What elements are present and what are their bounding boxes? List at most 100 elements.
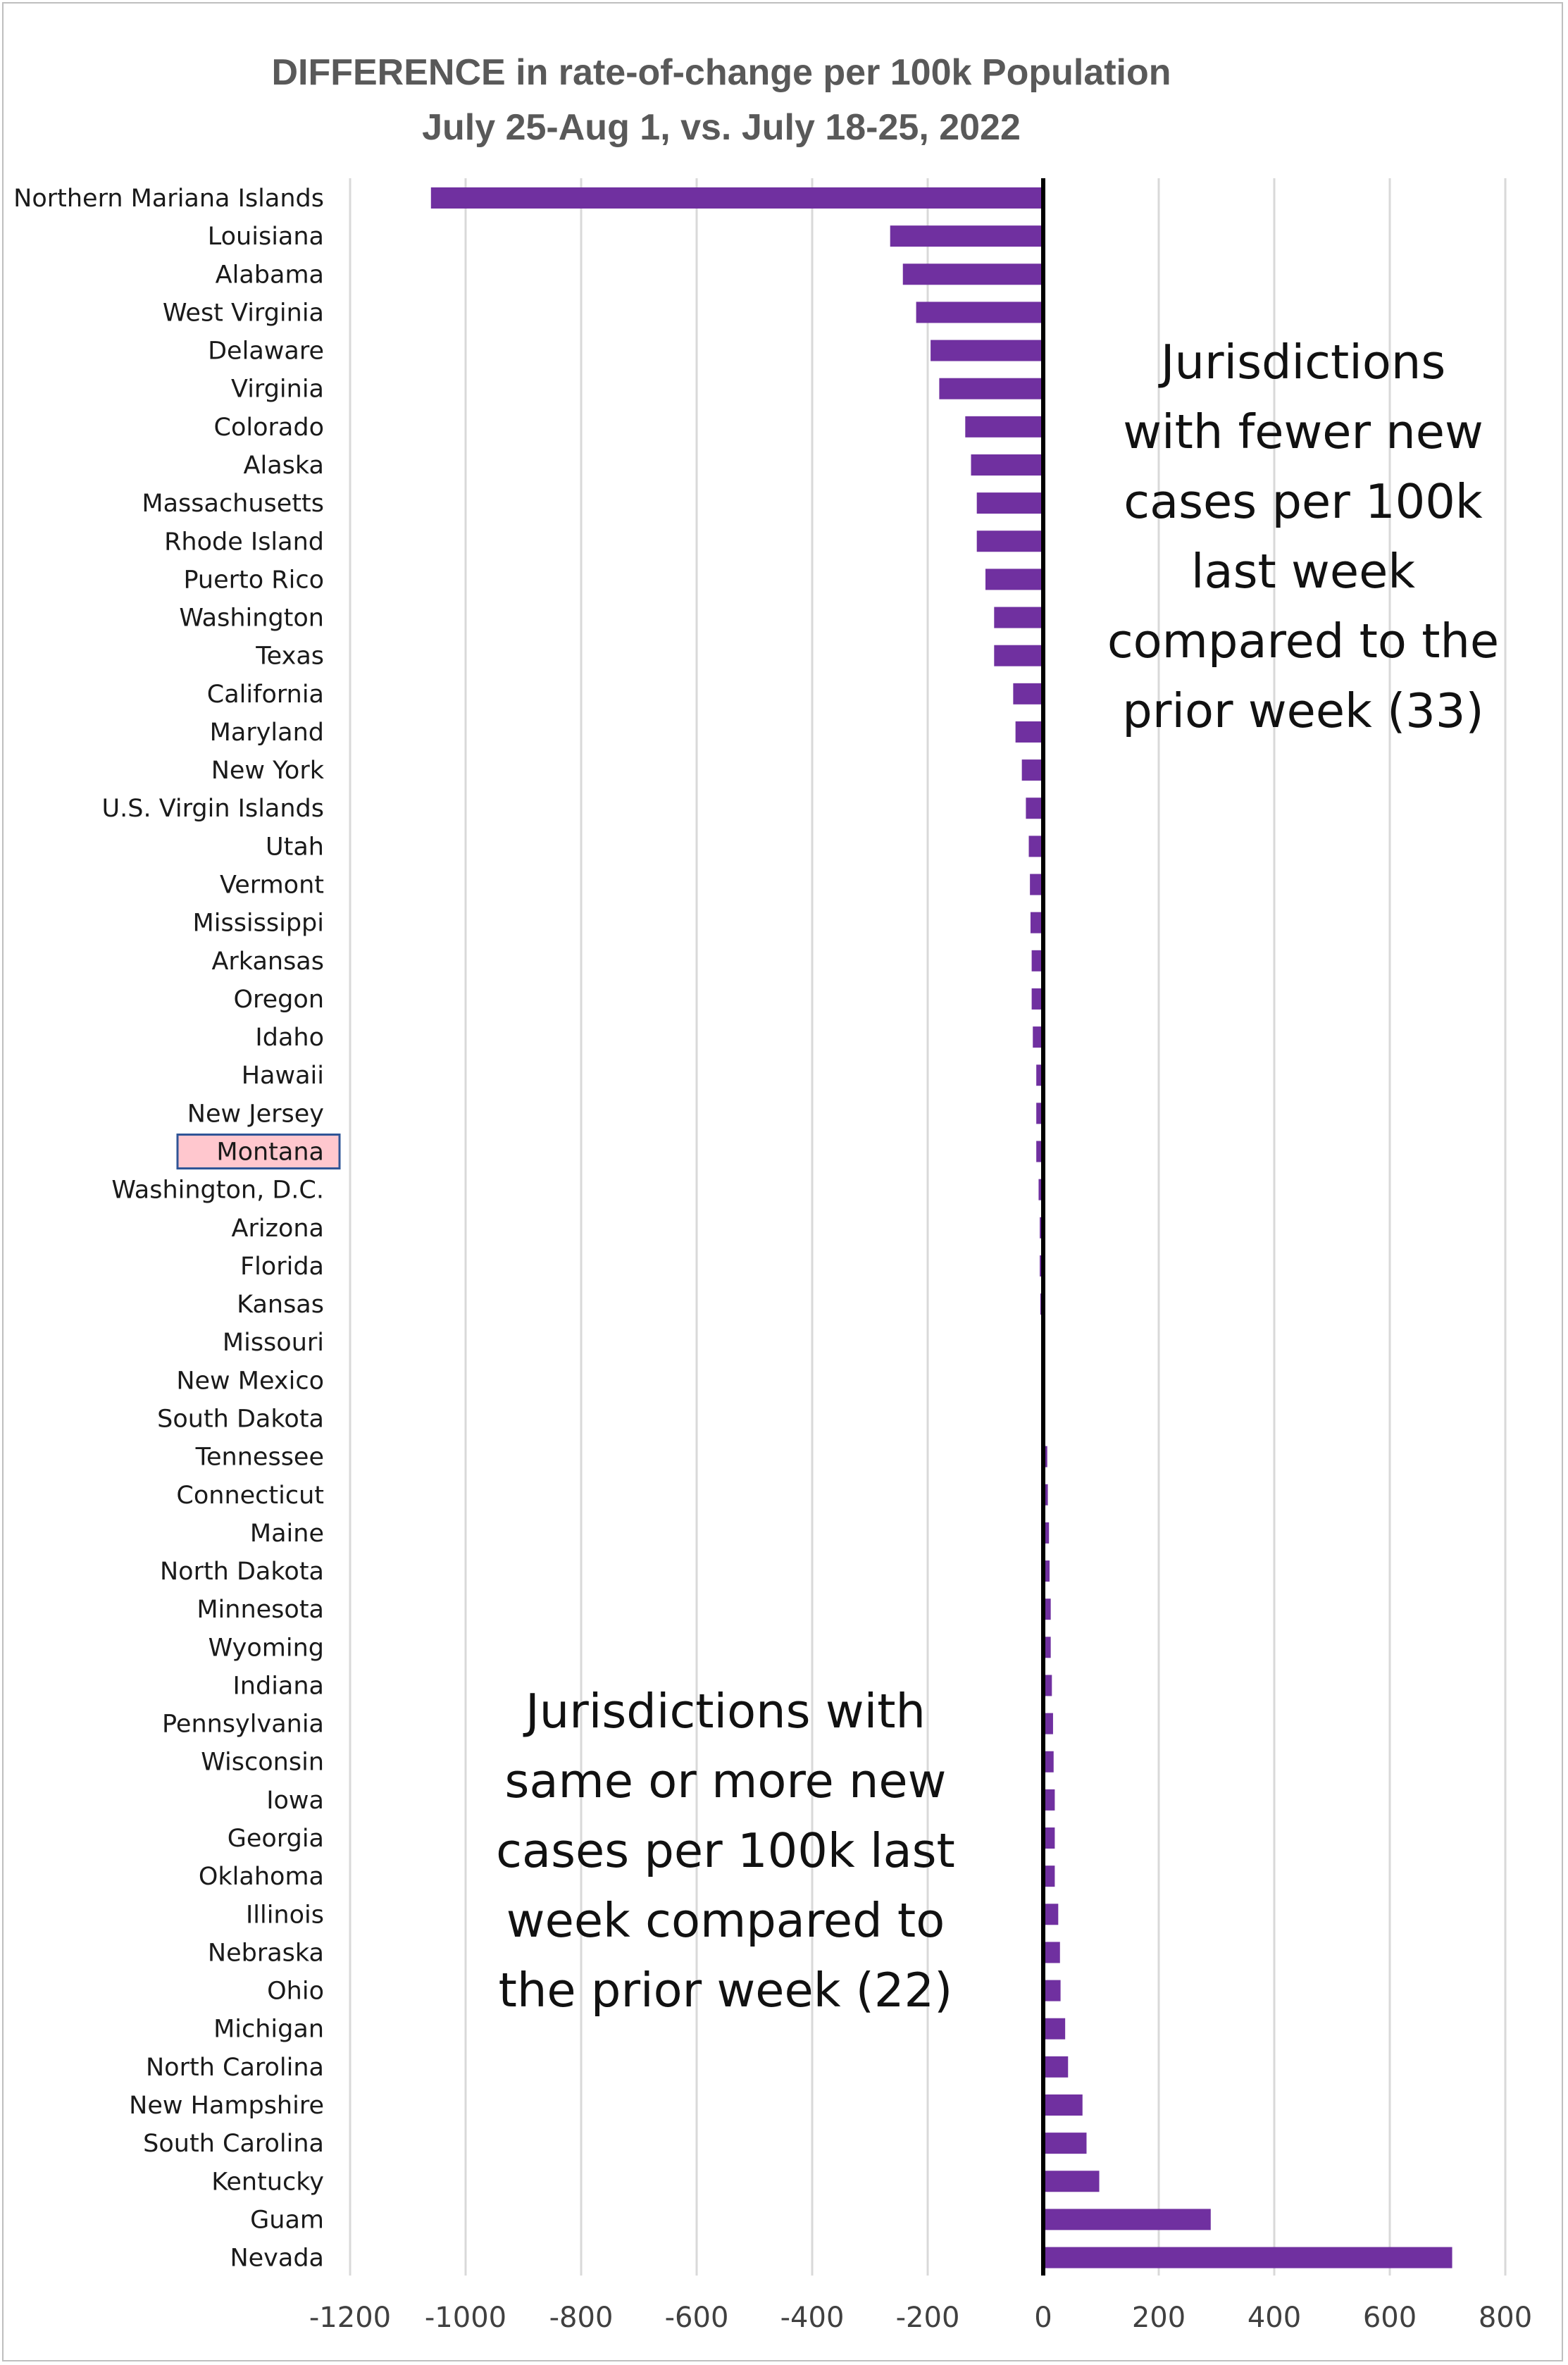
annotation-2-line: Jurisdictions with [523, 1684, 926, 1739]
category-label-south-carolina: South Carolina [143, 2130, 324, 2158]
category-label-north-carolina: North Carolina [146, 2054, 324, 2082]
category-label-washington-d-c: Washington, D.C. [111, 1177, 324, 1205]
bar-ohio [1043, 1980, 1061, 2001]
category-label-kansas: Kansas [237, 1291, 324, 1319]
bar-alabama [902, 263, 1043, 285]
bar-washington-d-c [1038, 1179, 1043, 1200]
bar-nebraska [1043, 1942, 1060, 1963]
bar-california [1013, 683, 1043, 704]
category-label-puerto-rico: Puerto Rico [183, 566, 324, 594]
annotation-1-line: compared to the [1107, 614, 1499, 669]
x-tick-labels: -1200 -1000 -800 -600 -400 -200 0 200 400 600 800 [309, 2302, 1532, 2334]
bar-oregon [1031, 988, 1043, 1010]
annotation-1-line: with fewer new [1123, 404, 1483, 459]
category-label-delaware: Delaware [208, 337, 324, 366]
category-label-northern-mariana-islands: Northern Mariana Islands [13, 185, 324, 213]
category-label-hawaii: Hawaii [242, 1062, 324, 1090]
x-tick-label: -200 [896, 2302, 960, 2334]
category-label-washington: Washington [179, 604, 324, 633]
bar-new-jersey [1036, 1103, 1043, 1124]
x-tick-label: 600 [1363, 2302, 1417, 2334]
category-label-new-hampshire: New Hampshire [129, 2092, 324, 2120]
category-label-alaska: Alaska [244, 452, 324, 480]
category-label-idaho: Idaho [255, 1024, 324, 1052]
category-label-west-virginia: West Virginia [163, 299, 324, 327]
bar-utah [1028, 836, 1043, 857]
bar-hawaii [1036, 1064, 1043, 1086]
category-label-rhode-island: Rhode Island [164, 528, 324, 556]
bar-arkansas [1031, 950, 1043, 972]
category-label-oklahoma: Oklahoma [199, 1863, 324, 1891]
bar-west-virginia [916, 302, 1043, 323]
x-tick-label: 200 [1132, 2302, 1186, 2334]
category-label-massachusetts: Massachusetts [142, 490, 324, 518]
category-label-new-mexico: New Mexico [176, 1367, 324, 1395]
bar-minnesota [1043, 1599, 1051, 1620]
bar-washington [994, 607, 1043, 628]
annotation-2-line: cases per 100k last [496, 1823, 955, 1878]
category-label-pennsylvania: Pennsylvania [162, 1711, 324, 1739]
annotation-1-line: cases per 100k [1124, 474, 1483, 529]
bar-alaska [971, 454, 1043, 476]
bar-delaware [931, 340, 1043, 361]
category-label-iowa: Iowa [266, 1787, 324, 1815]
annotation-2-line: week compared to [506, 1893, 945, 1948]
gridlines [349, 178, 1507, 2276]
bar-illinois [1043, 1904, 1059, 1925]
bar-puerto-rico [985, 569, 1043, 590]
category-label-maine: Maine [250, 1520, 324, 1548]
category-label-michigan: Michigan [213, 2016, 324, 2044]
bar-indiana [1043, 1675, 1052, 1696]
category-label-new-york: New York [211, 757, 325, 785]
category-label-louisiana: Louisiana [208, 223, 324, 251]
category-label-colorado: Colorado [214, 414, 324, 442]
annotation-1-line: prior week (33) [1122, 683, 1483, 738]
category-label-georgia: Georgia [228, 1825, 324, 1853]
category-label-arizona: Arizona [232, 1215, 324, 1243]
bar-maine [1043, 1522, 1050, 1544]
category-label-connecticut: Connecticut [176, 1482, 324, 1510]
bar-maryland [1015, 721, 1043, 743]
bar-north-carolina [1043, 2056, 1069, 2078]
category-label-nevada: Nevada [230, 2245, 324, 2273]
bar-idaho [1033, 1026, 1043, 1048]
chart-title-line-2: July 25-Aug 1, vs. July 18-25, 2022 [422, 107, 1021, 148]
bar-texas [994, 645, 1043, 666]
bar-montana [1036, 1141, 1043, 1162]
category-label-kentucky: Kentucky [211, 2168, 324, 2196]
bar-massachusetts [976, 492, 1043, 514]
x-tick-label: -1200 [309, 2302, 391, 2334]
bar-virginia [939, 378, 1043, 399]
x-tick-label: -600 [665, 2302, 729, 2334]
bar-wyoming [1043, 1637, 1051, 1658]
category-label-missouri: Missouri [223, 1329, 324, 1357]
bar-louisiana [890, 225, 1043, 247]
bar-georgia [1043, 1827, 1055, 1849]
category-label-california: California [207, 681, 324, 709]
chart-title-line-1: DIFFERENCE in rate-of-change per 100k Po… [271, 52, 1171, 93]
x-tick-label: 0 [1034, 2302, 1052, 2334]
category-label-wisconsin: Wisconsin [201, 1749, 324, 1777]
bar-kentucky [1043, 2171, 1100, 2192]
bar-north-dakota [1043, 1560, 1050, 1582]
category-label-guam: Guam [250, 2206, 324, 2234]
annotation-2-line: same or more new [505, 1753, 947, 1808]
annotation-2: Jurisdictions with same or more new cases … [496, 1684, 955, 2018]
category-label-wyoming: Wyoming [209, 1634, 324, 1662]
bar-pennsylvania [1043, 1713, 1053, 1734]
x-tick-label: 400 [1247, 2302, 1301, 2334]
bar-michigan [1043, 2018, 1066, 2040]
bar-northern-mariana-islands [430, 187, 1043, 209]
category-label-vermont: Vermont [220, 871, 324, 900]
bar-colorado [965, 416, 1043, 437]
bar-new-york [1021, 759, 1043, 781]
annotation-1: Jurisdictions with fewer new cases per 100… [1107, 335, 1499, 738]
category-label-virginia: Virginia [231, 375, 324, 404]
bar-rhode-island [976, 530, 1043, 552]
bar-wisconsin [1043, 1751, 1054, 1773]
highlight-box-montana [176, 1134, 341, 1169]
x-tick-label: 800 [1479, 2302, 1532, 2334]
category-label-mississippi: Mississippi [193, 910, 324, 938]
bar-vermont [1030, 874, 1043, 895]
